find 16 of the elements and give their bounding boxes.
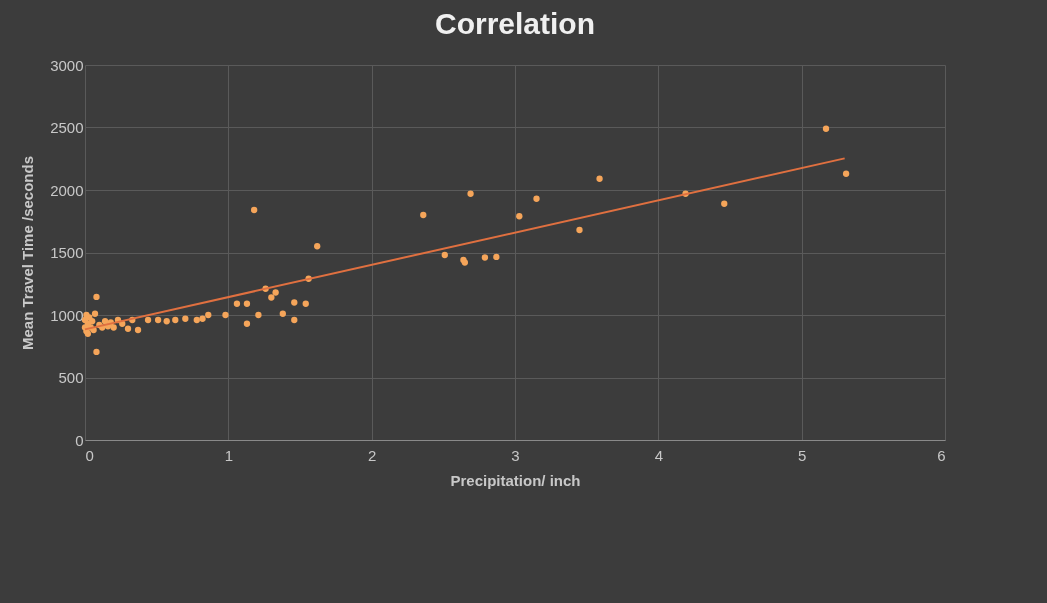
x-axis-title: Precipitation/ inch xyxy=(450,471,581,489)
y-tick-label: 1000 xyxy=(50,306,84,324)
y-tick-label: 0 xyxy=(75,431,84,449)
x-tick-label: 6 xyxy=(937,446,946,464)
x-tick-label: 3 xyxy=(511,446,520,464)
y-tick-label: 500 xyxy=(58,369,84,386)
y-tick-label: 1500 xyxy=(50,244,84,261)
x-tick-label: 5 xyxy=(797,446,807,464)
x-tick-label: 2 xyxy=(367,446,377,464)
x-tick-label: 1 xyxy=(224,446,234,464)
y-tick-label: 2500 xyxy=(50,119,84,136)
chart-title: Correlation xyxy=(434,7,596,40)
y-tick-label: 2000 xyxy=(50,181,84,199)
x-tick-label: 4 xyxy=(654,446,664,464)
y-axis-title: Mean Travel Time /seconds xyxy=(19,156,37,350)
y-tick-label: 3000 xyxy=(50,56,84,74)
